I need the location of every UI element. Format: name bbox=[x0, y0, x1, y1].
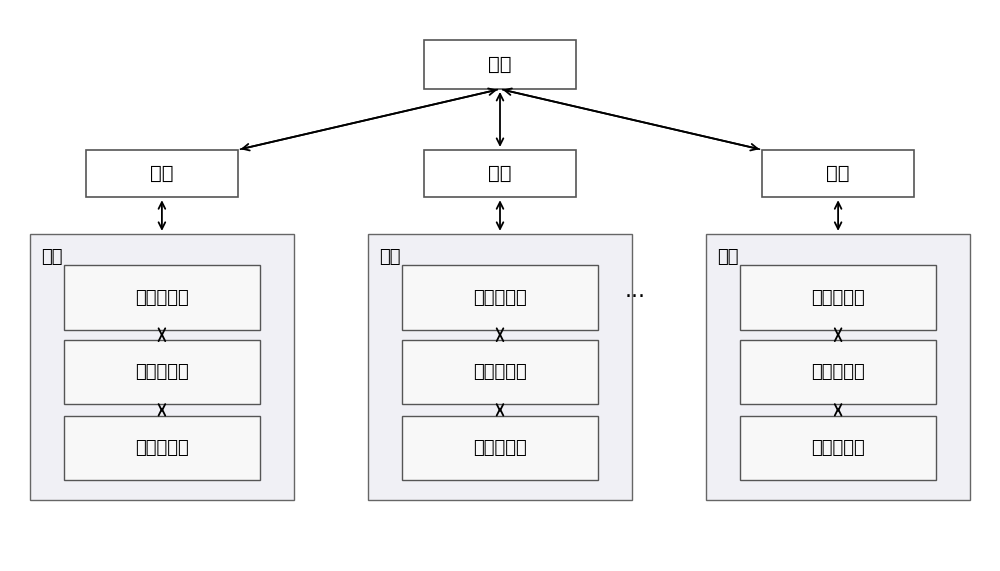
Text: 变流控制层: 变流控制层 bbox=[473, 363, 527, 381]
Text: 集团: 集团 bbox=[488, 55, 512, 74]
Bar bbox=[740, 416, 936, 480]
Text: 设备: 设备 bbox=[718, 248, 739, 266]
Text: 电网并网层: 电网并网层 bbox=[473, 288, 527, 307]
Text: 变流控制层: 变流控制层 bbox=[811, 363, 865, 381]
Text: 光伏发电层: 光伏发电层 bbox=[473, 439, 527, 457]
Text: 电站: 电站 bbox=[826, 164, 850, 183]
Bar bbox=[64, 266, 260, 329]
Text: ...: ... bbox=[625, 281, 646, 301]
Text: 电网并网层: 电网并网层 bbox=[135, 288, 189, 307]
Bar bbox=[424, 40, 576, 89]
Text: 电网并网层: 电网并网层 bbox=[811, 288, 865, 307]
Text: 光伏发电层: 光伏发电层 bbox=[135, 439, 189, 457]
Bar bbox=[86, 150, 238, 198]
Text: 变流控制层: 变流控制层 bbox=[135, 363, 189, 381]
Bar bbox=[64, 416, 260, 480]
Bar bbox=[64, 340, 260, 404]
Bar bbox=[706, 234, 970, 500]
Bar bbox=[740, 340, 936, 404]
Bar bbox=[30, 234, 294, 500]
Bar bbox=[740, 266, 936, 329]
Bar bbox=[424, 150, 576, 198]
Bar bbox=[762, 150, 914, 198]
Text: 光伏发电层: 光伏发电层 bbox=[811, 439, 865, 457]
Text: 电站: 电站 bbox=[150, 164, 174, 183]
Bar bbox=[402, 416, 598, 480]
Bar bbox=[402, 266, 598, 329]
Text: 电站: 电站 bbox=[488, 164, 512, 183]
Text: 设备: 设备 bbox=[41, 248, 63, 266]
Bar bbox=[368, 234, 632, 500]
Text: 设备: 设备 bbox=[379, 248, 401, 266]
Bar bbox=[402, 340, 598, 404]
